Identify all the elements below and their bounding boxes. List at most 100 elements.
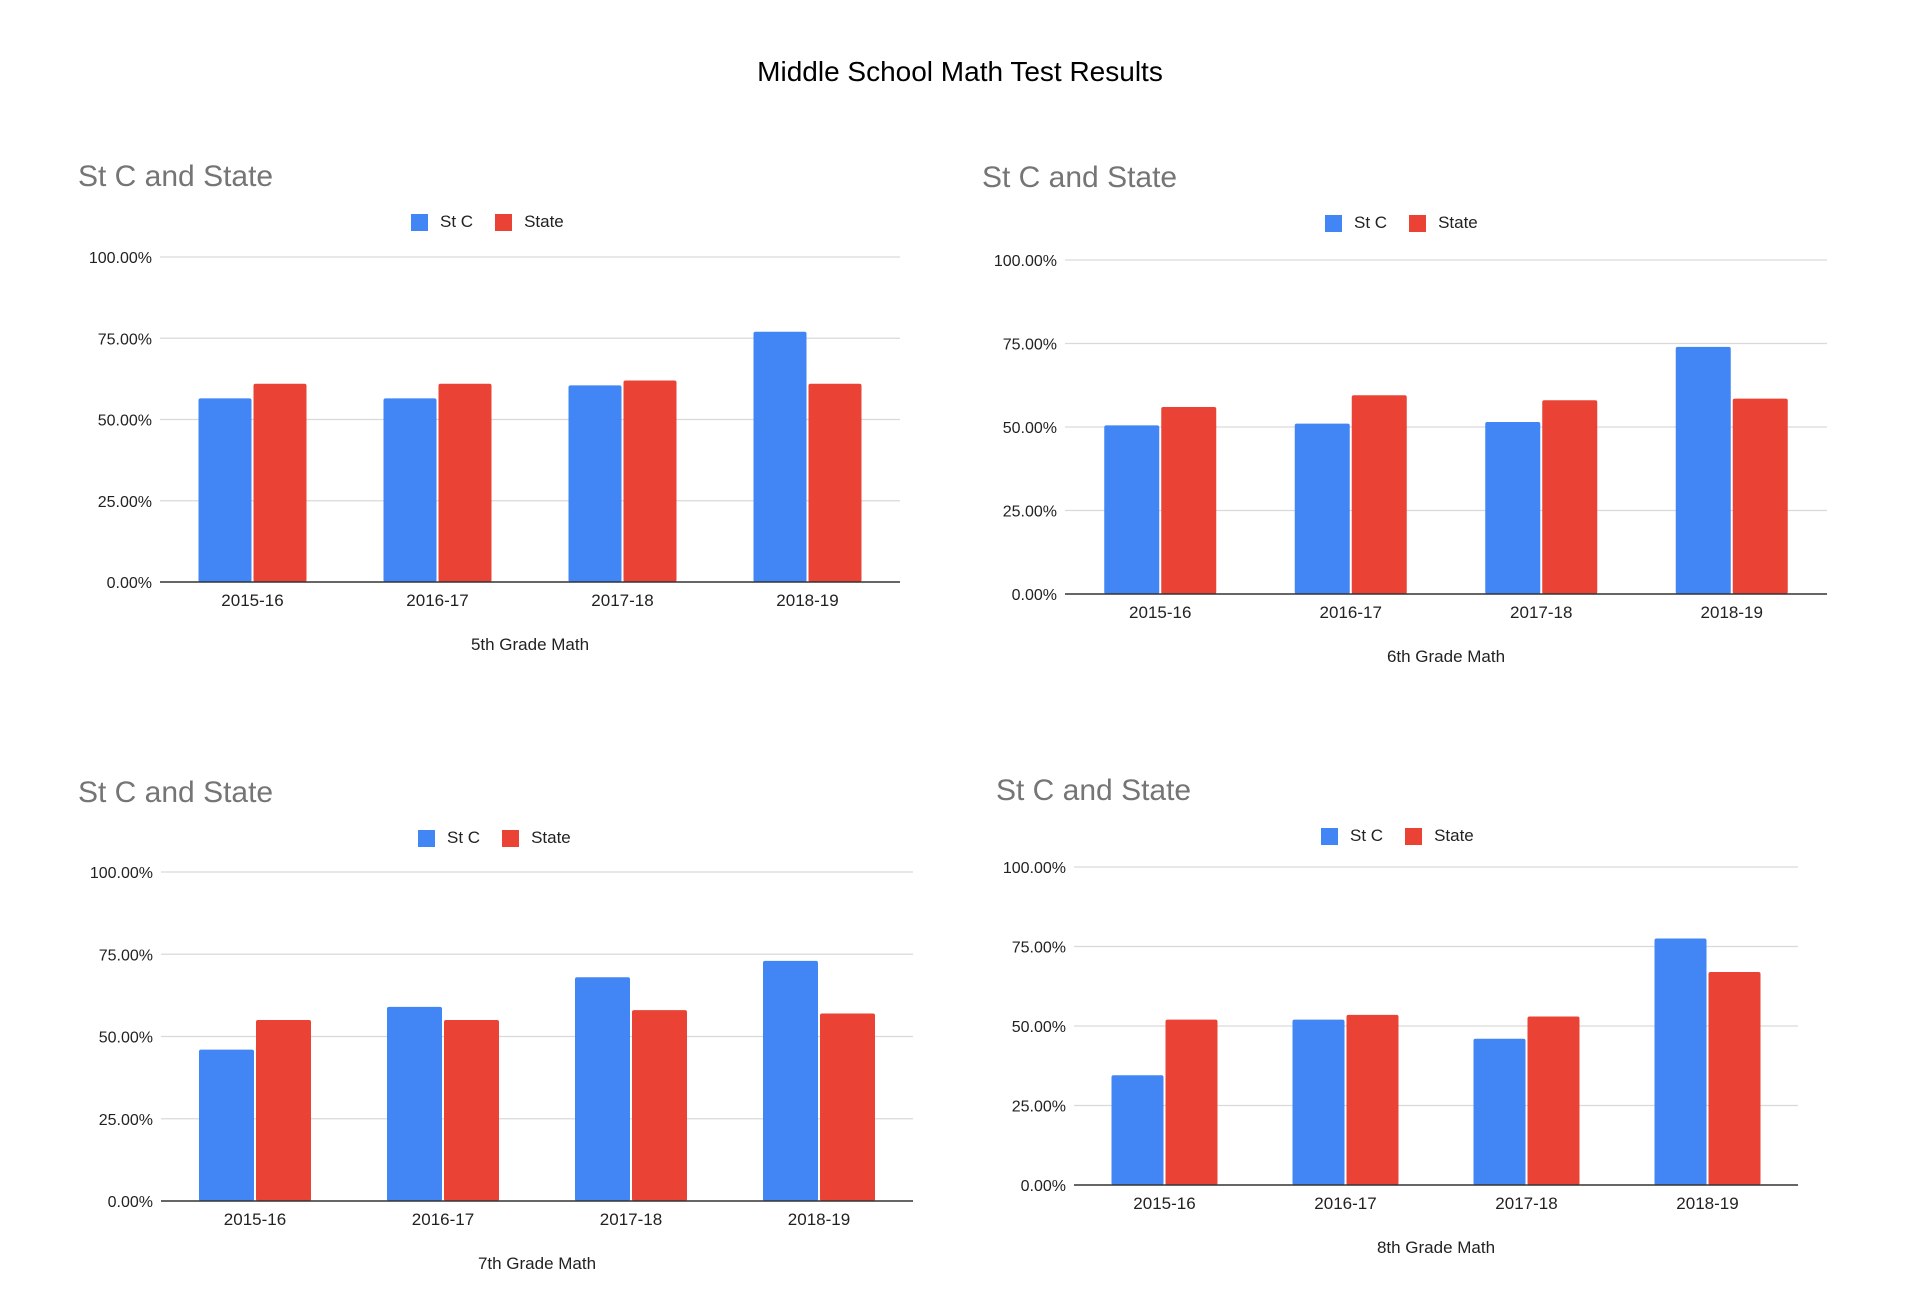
y-tick-label: 0.00% (107, 575, 152, 592)
legend-label-st-c: St C (447, 828, 481, 847)
legend-item-st-c: St C (1321, 826, 1383, 846)
chart-panel-5th-grade: St C and State St C State 0.00% 25.00% 50.… (78, 160, 978, 700)
legend-swatch-st-c (1325, 214, 1342, 232)
bar-st-c-2016-17 (383, 398, 437, 582)
bar-state-2018-19 (820, 1013, 875, 1201)
bar-st-c-2016-17 (1294, 423, 1350, 594)
bar-st-c-2018-19 (1654, 938, 1707, 1185)
bar-st-c-2017-18 (1485, 421, 1541, 594)
bar-st-c-2015-16 (1111, 1075, 1164, 1185)
legend-swatch-state (502, 829, 520, 847)
y-tick-label: 25.00% (98, 494, 152, 511)
chart-plot: 0.00% 25.00% 50.00% 75.00% 100.00% 2015-16 201… (90, 865, 913, 1273)
x-tick-label: 2015-16 (224, 1210, 286, 1229)
y-tick-label: 0.00% (108, 1194, 153, 1211)
bar-st-c-2016-17 (1292, 1019, 1345, 1185)
y-tick-label: 25.00% (1003, 504, 1057, 521)
legend-item-state: State (495, 212, 564, 232)
y-tick-label: 75.00% (1003, 337, 1057, 354)
x-tick-label: 2018-19 (1701, 603, 1763, 622)
x-tick-label: 2015-16 (221, 591, 283, 610)
x-tick-label: 2018-19 (788, 1210, 850, 1229)
bar-state-2016-17 (444, 1020, 499, 1201)
x-axis-title: 7th Grade Math (478, 1254, 596, 1273)
chart-title: St C and State (78, 160, 274, 193)
bar-state-2015-16 (1165, 1019, 1218, 1185)
y-tick-label: 50.00% (98, 413, 152, 430)
x-tick-label: 2017-18 (591, 591, 653, 610)
chart-title: St C and State (982, 161, 1178, 194)
legend-label-state: State (524, 212, 564, 231)
bar-state-2017-18 (1542, 400, 1598, 594)
x-tick-label: 2017-18 (1495, 1194, 1557, 1213)
chart-title: St C and State (78, 776, 274, 809)
bar-st-c-2017-18 (575, 977, 630, 1201)
bar-st-c-2015-16 (1104, 425, 1160, 594)
y-tick-label: 100.00% (90, 865, 153, 882)
bar-state-2017-18 (623, 380, 677, 582)
chart-plot: 0.00% 25.00% 50.00% 75.00% 100.00% 2015-16 201… (994, 253, 1827, 666)
legend-label-st-c: St C (440, 212, 474, 231)
page-title: Middle School Math Test Results (757, 56, 1163, 87)
chart-title: St C and State (996, 774, 1192, 807)
legend-swatch-state (1409, 214, 1427, 232)
bar-st-c-2016-17 (387, 1006, 442, 1201)
y-tick-label: 75.00% (98, 331, 152, 348)
y-tick-label: 0.00% (1012, 587, 1057, 604)
legend-label-state: State (1438, 213, 1478, 232)
legend-item-st-c: St C (418, 828, 480, 848)
y-tick-label: 75.00% (99, 947, 153, 964)
chart-panel-7th-grade: St C and State St C State 0.00% 25.00% 50.… (78, 776, 978, 1316)
y-tick-label: 0.00% (1021, 1178, 1066, 1195)
x-tick-label: 2016-17 (1320, 603, 1382, 622)
x-tick-label: 2016-17 (1314, 1194, 1376, 1213)
bar-state-2016-17 (438, 383, 492, 582)
y-tick-label: 25.00% (1012, 1099, 1066, 1116)
y-tick-label: 100.00% (1003, 860, 1066, 877)
x-tick-label: 2015-16 (1133, 1194, 1195, 1213)
x-axis-title: 6th Grade Math (1387, 647, 1505, 666)
y-tick-label: 100.00% (89, 250, 152, 267)
legend-swatch-state (495, 213, 513, 231)
chart-legend: St C State (411, 212, 564, 232)
legend-item-state: State (1405, 826, 1474, 846)
bar-st-c-2015-16 (198, 398, 252, 582)
legend-swatch-st-c (411, 213, 428, 231)
bar-state-2017-18 (632, 1010, 687, 1201)
bar-st-c-2018-19 (753, 331, 807, 582)
legend-label-state: State (531, 828, 571, 847)
x-tick-label: 2017-18 (1510, 603, 1572, 622)
chart-plot: 0.00% 25.00% 50.00% 75.00% 100.00% 2015-16 201… (1003, 860, 1798, 1257)
x-axis-title: 5th Grade Math (471, 635, 589, 654)
x-axis-title: 8th Grade Math (1377, 1238, 1495, 1257)
y-tick-label: 100.00% (994, 253, 1057, 270)
bar-state-2015-16 (253, 383, 307, 582)
legend-swatch-st-c (1321, 827, 1338, 845)
x-tick-label: 2016-17 (406, 591, 468, 610)
bar-state-2015-16 (1161, 406, 1217, 594)
bar-state-2018-19 (1708, 971, 1761, 1185)
bar-st-c-2018-19 (763, 960, 818, 1201)
bar-state-2018-19 (808, 383, 862, 582)
chart-panel-8th-grade: St C and State St C State 0.00% 25.00% 50.… (996, 774, 1896, 1314)
legend-item-st-c: St C (411, 212, 473, 232)
chart-plot: 0.00% 25.00% 50.00% 75.00% 100.00% 2015-16 201… (89, 250, 900, 654)
bar-state-2016-17 (1351, 395, 1407, 594)
legend-item-st-c: St C (1325, 213, 1387, 233)
x-tick-label: 2018-19 (1676, 1194, 1738, 1213)
bar-state-2018-19 (1732, 398, 1788, 594)
bar-state-2016-17 (1346, 1014, 1399, 1185)
legend-label-st-c: St C (1350, 826, 1384, 845)
bar-st-c-2018-19 (1675, 346, 1731, 594)
legend-label-st-c: St C (1354, 213, 1388, 232)
chart-panel-6th-grade: St C and State St C State 0.00% 25.00% 50.… (982, 161, 1882, 701)
legend-item-state: State (1409, 213, 1478, 233)
chart-legend: St C State (418, 828, 571, 848)
y-tick-label: 50.00% (99, 1030, 153, 1047)
bar-st-c-2015-16 (199, 1049, 254, 1201)
legend-item-state: State (502, 828, 571, 848)
y-tick-label: 75.00% (1012, 940, 1066, 957)
bar-state-2017-18 (1527, 1016, 1580, 1185)
legend-label-state: State (1434, 826, 1474, 845)
bar-st-c-2017-18 (568, 385, 622, 582)
